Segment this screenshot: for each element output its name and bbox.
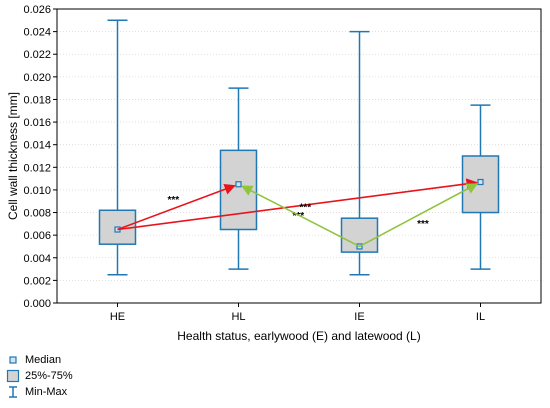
y-tick-label: 0.022 bbox=[23, 49, 51, 61]
y-tick-label: 0.020 bbox=[23, 72, 51, 84]
comparison-arrow-he-hl bbox=[117, 183, 236, 231]
legend-item-whisker: Min-Max bbox=[6, 384, 73, 400]
y-tick-label: 0.000 bbox=[23, 298, 51, 310]
y-tick-label: 0.018 bbox=[23, 94, 51, 106]
y-tick-label: 0.026 bbox=[23, 4, 51, 16]
comparison-arrow-ie-hl bbox=[241, 185, 360, 248]
box-he bbox=[98, 19, 137, 276]
y-tick-label: 0.010 bbox=[23, 185, 51, 197]
y-tick-label: 0.002 bbox=[23, 275, 51, 287]
comparison-arrow-ie-il bbox=[359, 183, 478, 248]
x-tick-label: IE bbox=[354, 311, 364, 323]
x-tick-label: HE bbox=[110, 311, 125, 323]
boxes bbox=[98, 19, 500, 276]
y-tick-label: 0.006 bbox=[23, 230, 51, 242]
median-marker bbox=[235, 181, 242, 188]
legend-label-median: Median bbox=[25, 354, 62, 366]
box-il bbox=[461, 104, 500, 270]
legend-label-whisker: Min-Max bbox=[25, 386, 68, 398]
x-axis: HE HL IE IL bbox=[110, 303, 485, 323]
significance-label: *** bbox=[417, 219, 429, 230]
box-swatch-icon bbox=[6, 369, 20, 383]
whisker-icon bbox=[6, 385, 20, 399]
legend-item-median: Median bbox=[6, 352, 73, 368]
x-tick-label: IL bbox=[476, 311, 485, 323]
y-tick-label: 0.014 bbox=[23, 140, 51, 152]
x-tick-label: HL bbox=[231, 311, 245, 323]
y-axis-label: Cell wall thickness [mm] bbox=[6, 92, 20, 220]
legend: Median 25%-75% Min-Max bbox=[6, 352, 73, 400]
legend-item-box: 25%-75% bbox=[6, 368, 73, 384]
median-marker bbox=[477, 178, 484, 186]
y-tick-label: 0.016 bbox=[23, 117, 51, 129]
y-tick-label: 0.008 bbox=[23, 208, 51, 220]
y-tick-label: 0.012 bbox=[23, 162, 51, 174]
x-axis-label: Health status, earlywood (E) and latewoo… bbox=[177, 329, 420, 343]
legend-label-box: 25%-75% bbox=[25, 370, 73, 382]
significance-label: *** bbox=[300, 202, 312, 213]
comparison-arrows: ************ bbox=[117, 178, 478, 248]
median-marker-icon bbox=[6, 353, 20, 367]
plot-frame bbox=[56, 8, 542, 304]
y-tick-label: 0.024 bbox=[23, 27, 51, 39]
significance-label: *** bbox=[292, 211, 304, 222]
significance-label: *** bbox=[167, 195, 179, 206]
comparison-arrow-he-il bbox=[117, 178, 478, 231]
box-hl bbox=[219, 87, 258, 270]
y-axis: 0.000 0.002 0.004 0.006 0.008 0.010 0.012 0.014… bbox=[23, 4, 57, 310]
box-ie bbox=[340, 30, 379, 276]
y-tick-label: 0.004 bbox=[23, 253, 51, 265]
